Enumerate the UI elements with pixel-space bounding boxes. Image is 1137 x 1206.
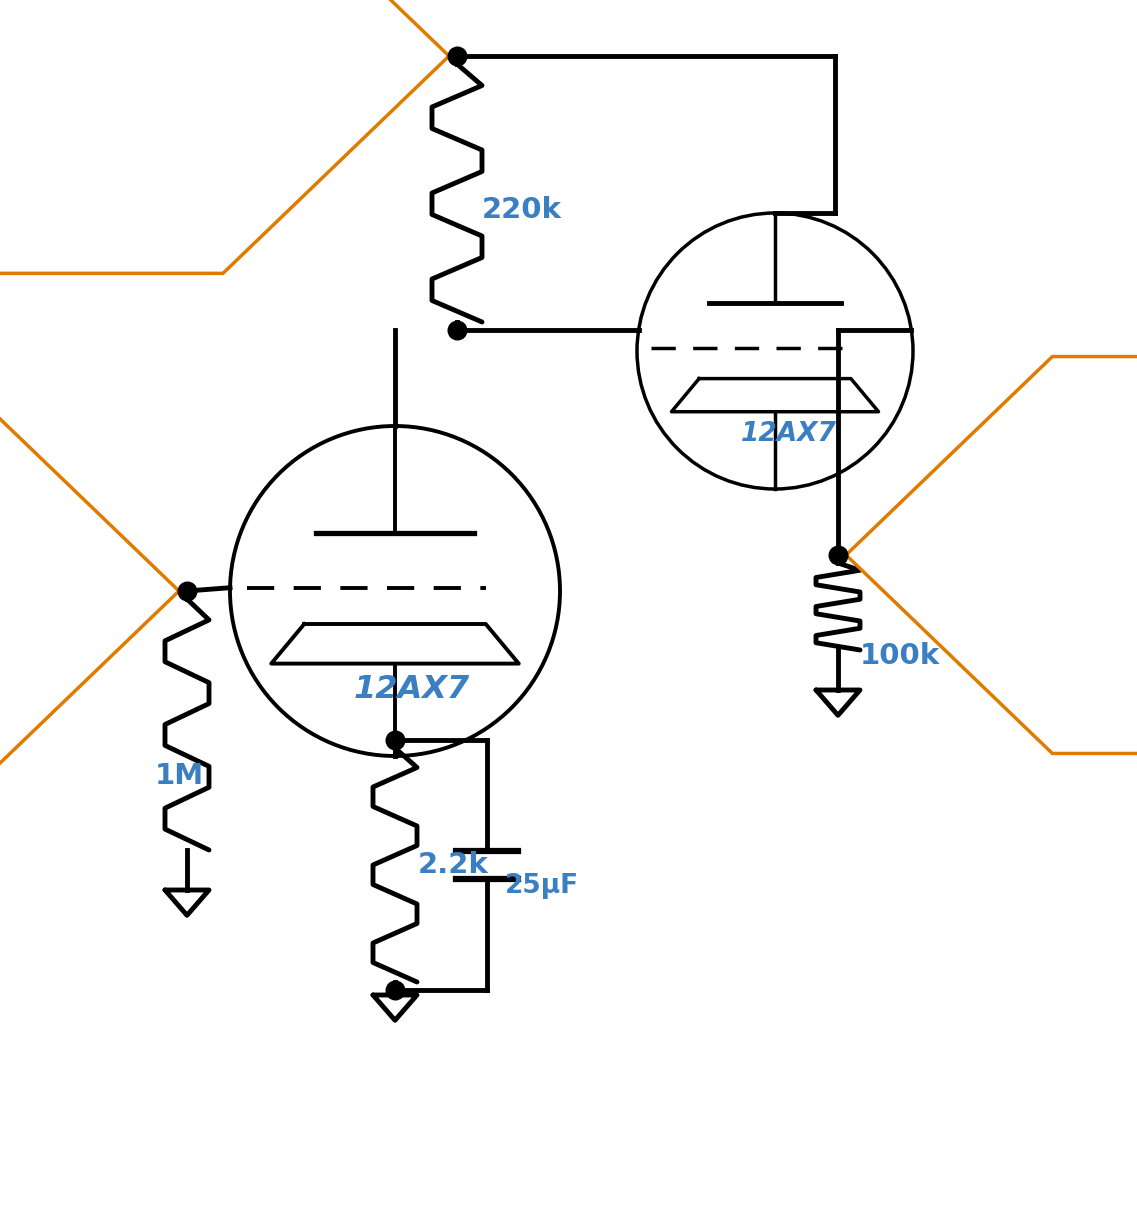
Text: 378V: 378V — [0, 41, 2, 71]
Point — [829, 545, 847, 564]
Point — [448, 46, 466, 65]
Text: 12AX7: 12AX7 — [354, 674, 470, 706]
Point — [177, 581, 196, 601]
Text: 25μF: 25μF — [505, 873, 579, 898]
Point — [385, 980, 404, 1000]
Text: 12AX7: 12AX7 — [741, 421, 837, 446]
Text: 220k: 220k — [482, 197, 562, 224]
Text: 100k: 100k — [860, 642, 940, 671]
Point — [385, 731, 404, 750]
Text: 2.2k: 2.2k — [418, 851, 489, 879]
Point — [448, 321, 466, 340]
Text: 1M: 1M — [155, 762, 205, 790]
